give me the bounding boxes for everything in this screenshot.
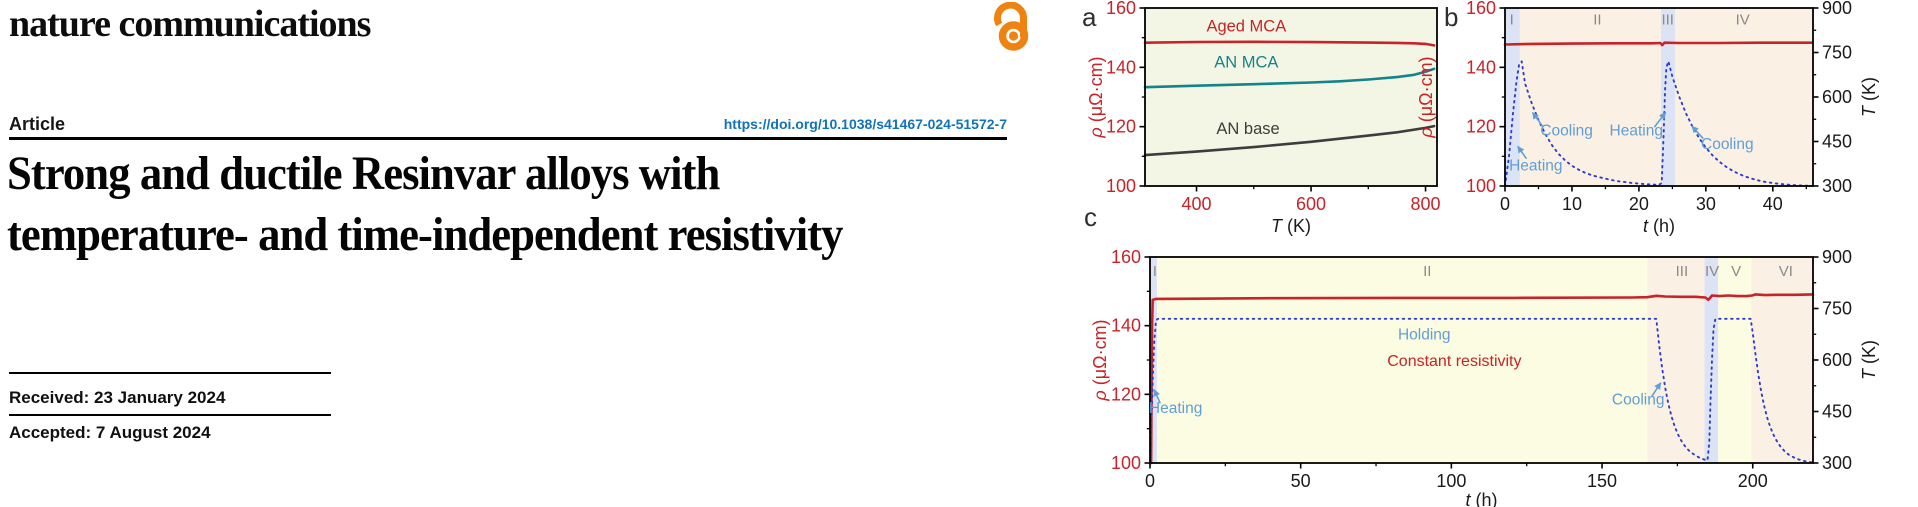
axis-label: t (h): [1643, 216, 1675, 236]
y2-tick-label: 600: [1822, 350, 1852, 370]
x-tick-label: 50: [1291, 471, 1311, 491]
annotation-text: Cooling: [1540, 123, 1593, 140]
x-tick-label: 600: [1296, 194, 1326, 214]
annotation-arrow: [1153, 389, 1161, 404]
x-tick-label: 0: [1500, 194, 1510, 214]
y2-tick-label: 750: [1822, 43, 1852, 63]
x-tick-label: 40: [1763, 194, 1783, 214]
annotation-arrow: [1651, 382, 1662, 397]
y2-tick-label: 300: [1822, 176, 1852, 196]
doi-link[interactable]: https://doi.org/10.1038/s41467-024-51572…: [723, 116, 1007, 132]
region-band: [1704, 257, 1719, 463]
dates-divider-top: [9, 372, 331, 374]
annotation-arrow: [1653, 111, 1667, 128]
journal-logo: nature communications: [9, 3, 371, 45]
y-tick-label: 140: [1111, 316, 1141, 336]
annotation-arrow: [1517, 145, 1528, 160]
y-tick-label: 100: [1466, 176, 1496, 196]
open-access-icon: [994, 2, 1029, 51]
x-tick-label: 400: [1182, 194, 1212, 214]
region-label: II: [1423, 263, 1431, 280]
accepted-date: Accepted: 7 August 2024: [9, 423, 211, 442]
axis-label: T (K): [1271, 216, 1311, 236]
region-label: VI: [1779, 263, 1793, 280]
region-band: [1647, 257, 1705, 463]
series-line: [1149, 317, 1814, 464]
y2-tick-label: 900: [1822, 247, 1852, 267]
region-label: I: [1510, 11, 1514, 28]
y-tick-label: 140: [1106, 57, 1136, 77]
series-line: [1143, 67, 1436, 89]
annotation-arrow: [1531, 111, 1544, 127]
panel-letter: a: [1082, 2, 1097, 32]
panel-letter: c: [1084, 202, 1097, 232]
region-label: IV: [1736, 11, 1750, 28]
x-tick-label: 150: [1587, 471, 1617, 491]
article-type-label: Article: [9, 114, 66, 134]
annotation-text: Cooling: [1612, 392, 1665, 409]
y-tick-label: 160: [1466, 0, 1496, 18]
y-tick-label: 140: [1466, 57, 1496, 77]
annotation-text: Holding: [1398, 326, 1451, 343]
annotation-text: Constant resistivity: [1387, 353, 1521, 370]
annotation-text: Heating: [1610, 123, 1663, 140]
y2-tick-label: 600: [1822, 87, 1852, 107]
y2-tick-label: 450: [1822, 402, 1852, 422]
y2-tick-label: 300: [1822, 453, 1852, 473]
y2-tick-label: 750: [1822, 299, 1852, 319]
dates-divider-mid: [9, 414, 331, 416]
series-line: [1149, 293, 1815, 465]
y-tick-label: 160: [1106, 0, 1136, 18]
article-title: Strong and ductile Resinvar alloys with …: [7, 147, 843, 261]
axis-label: ρ (μΩ·cm): [1090, 319, 1110, 401]
plot-background: [1505, 8, 1813, 186]
y-tick-label: 100: [1106, 176, 1136, 196]
x-tick-label: 20: [1629, 194, 1649, 214]
annotation-text: Heating: [1149, 400, 1202, 417]
region-band: [1751, 257, 1813, 463]
series-line: [1504, 60, 1813, 187]
received-date: Received: 23 January 2024: [9, 388, 226, 407]
series-label: Aged MCA: [1206, 18, 1286, 36]
series-label: AN base: [1216, 120, 1279, 138]
axis-label: ρ (μΩ·cm): [1416, 56, 1436, 138]
annotation-text: Cooling: [1701, 136, 1754, 153]
region-label: III: [1676, 263, 1689, 280]
x-tick-label: 10: [1562, 194, 1582, 214]
annotation-text: Heating: [1509, 158, 1562, 175]
y2-tick-label: 450: [1822, 132, 1852, 152]
region-label: IV: [1705, 263, 1719, 280]
region-label: V: [1731, 263, 1741, 280]
region-label: II: [1593, 11, 1601, 28]
series-label: AN MCA: [1214, 53, 1278, 71]
y-tick-label: 120: [1466, 117, 1496, 137]
axis-label: t (h): [1465, 490, 1497, 507]
y2-tick-label: 900: [1822, 0, 1852, 18]
y-tick-label: 100: [1111, 453, 1141, 473]
panel-letter: b: [1444, 2, 1458, 32]
y-tick-label: 120: [1106, 117, 1136, 137]
plot-background: [1145, 8, 1437, 186]
x-tick-label: 100: [1436, 471, 1466, 491]
axis-label: T (K): [1859, 340, 1879, 380]
series-line: [1143, 124, 1436, 157]
region-band: [1505, 8, 1520, 186]
y-tick-label: 120: [1111, 384, 1141, 404]
region-band: [1661, 8, 1676, 186]
header-divider: [9, 137, 1007, 140]
x-tick-label: 800: [1411, 194, 1441, 214]
axis-label: ρ (μΩ·cm): [1086, 56, 1106, 138]
region-label: I: [1153, 263, 1157, 280]
x-tick-label: 0: [1145, 471, 1155, 491]
series-line: [1503, 41, 1814, 47]
axis-label: T (K): [1859, 77, 1879, 117]
x-tick-label: 30: [1696, 194, 1716, 214]
series-line: [1143, 40, 1436, 47]
region-label: III: [1661, 11, 1674, 28]
x-tick-label: 200: [1738, 471, 1768, 491]
y-tick-label: 160: [1111, 247, 1141, 267]
annotation-arrow: [1691, 125, 1704, 140]
